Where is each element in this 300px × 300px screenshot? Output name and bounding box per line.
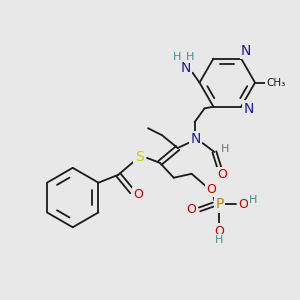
Text: O: O [218,168,227,181]
Text: P: P [215,197,224,212]
Text: H: H [215,235,224,245]
Text: O: O [206,183,216,196]
Text: H: H [185,52,194,62]
Text: S: S [135,150,143,164]
Text: N: N [241,44,251,58]
Text: N: N [181,61,191,75]
Text: O: O [238,198,248,211]
Text: N: N [244,102,254,116]
Text: H: H [172,52,181,62]
Text: H: H [221,144,230,154]
Text: H: H [249,194,257,205]
Text: O: O [187,203,196,216]
Text: N: N [190,132,201,146]
Text: CH₃: CH₃ [266,78,285,88]
Text: O: O [214,225,224,238]
Text: O: O [133,188,143,201]
